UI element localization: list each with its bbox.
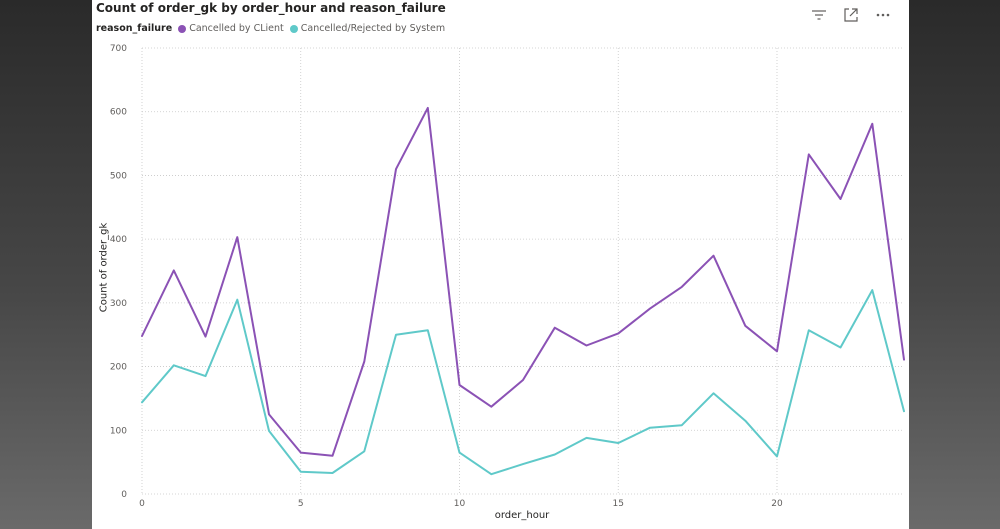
legend-marker-cancelled-rejected-by-system (289, 24, 298, 33)
legend-item-cancelled-rejected-by-system[interactable]: Cancelled/Rejected by System (289, 23, 446, 34)
x-axis-title: order_hour (494, 510, 550, 521)
x-tick-label: 15 (613, 499, 624, 509)
y-tick-label: 0 (121, 490, 127, 500)
filter-icon (812, 10, 826, 20)
visual-header-toolbar (803, 3, 899, 27)
y-tick-label: 500 (110, 171, 127, 181)
series-line-cancelled-by-client (141, 106, 905, 457)
filter-button[interactable] (803, 3, 835, 27)
legend-marker-cancelled-by-client (178, 24, 187, 33)
legend-title: reason_failure (96, 23, 173, 34)
legend-label-cancelled-by-client: Cancelled by CLient (189, 23, 284, 34)
y-tick-label: 700 (110, 44, 127, 54)
y-tick-label: 300 (110, 299, 127, 309)
y-tick-label: 200 (110, 363, 127, 373)
more-options-icon (876, 13, 890, 17)
x-tick-label: 20 (771, 499, 783, 509)
y-tick-label: 400 (110, 235, 127, 245)
y-tick-label: 100 (110, 426, 127, 436)
chart-title: Count of order_gk by order_hour and reas… (96, 1, 446, 15)
series-line-cancelled-rejected-by-system (141, 289, 905, 476)
chart-visual: Count of order_gk by order_hour and reas… (92, 0, 909, 529)
y-axis-title: Count of order_gk (98, 222, 110, 313)
x-tick-label: 10 (454, 499, 466, 509)
focus-mode-icon (844, 8, 858, 22)
x-tick-label: 0 (139, 499, 145, 509)
focus-mode-button[interactable] (835, 3, 867, 27)
legend-item-cancelled-by-client[interactable]: Cancelled by CLient (178, 23, 284, 34)
x-tick-label: 5 (298, 499, 304, 509)
legend-label-cancelled-rejected-by-system: Cancelled/Rejected by System (300, 23, 446, 34)
legend: reason_failure Cancelled by CLient Cance… (96, 23, 451, 34)
more-options-button[interactable] (867, 3, 899, 27)
line-chart-plot: 0 100 200 300 400 500 600 700 0 5 10 15 20 (110, 44, 905, 509)
y-tick-label: 600 (110, 108, 127, 118)
